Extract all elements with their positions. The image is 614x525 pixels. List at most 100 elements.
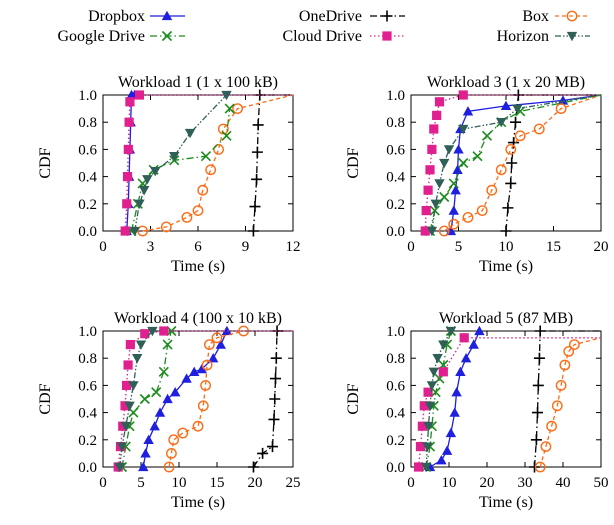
data-point-dropbox [143, 434, 154, 444]
data-point-cloud-drive [427, 144, 437, 154]
y-axis-label: CDF [345, 383, 362, 414]
y-tick-label: 0.0 [386, 224, 405, 240]
chart-title: Workload 1 (1 x 100 kB) [118, 74, 278, 91]
legend-label: Horizon [497, 28, 549, 45]
data-point-horizon [124, 401, 135, 411]
data-point-dropbox [436, 455, 447, 465]
chart-title: Workload 5 (87 MB) [439, 310, 573, 327]
y-tick-label: 1.0 [78, 324, 97, 340]
data-point-cloud-drive [420, 226, 430, 236]
y-tick-label: 0.2 [78, 197, 97, 213]
data-point-box [462, 211, 474, 223]
data-point-dropbox [196, 363, 207, 374]
x-tick-label: 10 [499, 239, 514, 255]
data-point-horizon [432, 354, 443, 364]
x-tick-label: 15 [546, 239, 561, 255]
data-point-onedrive [500, 225, 512, 237]
data-point-cloud-drive [419, 401, 429, 411]
data-point-horizon [426, 381, 438, 391]
y-tick-label: 1.0 [386, 324, 405, 340]
y-tick-label: 0.0 [78, 224, 97, 240]
data-point-onedrive [270, 352, 282, 364]
y-tick-label: 0.4 [78, 406, 97, 422]
legend-label: Box [522, 8, 549, 25]
data-point-horizon [423, 422, 434, 432]
data-point-horizon [445, 326, 457, 337]
data-point-google-drive [200, 151, 211, 162]
series-line-box [539, 337, 602, 468]
data-point-box [213, 143, 224, 155]
data-point-box [192, 420, 204, 432]
data-point-dropbox [451, 387, 462, 397]
x-tick-label: 0 [407, 475, 415, 491]
plot-frame [102, 330, 294, 468]
legend-entry: Cloud Drive [282, 28, 405, 45]
data-point-google-drive [439, 191, 450, 203]
data-point-dropbox [474, 325, 485, 336]
chart-panel: Workload 4 (100 x 10 kB) 0.0 0.2 0.4 0.6 0.8 1… [37, 310, 301, 511]
data-point-dropbox [154, 407, 166, 417]
data-point-horizon [443, 145, 455, 155]
data-point-cloud-drive [121, 380, 132, 390]
data-point-cloud-drive [123, 144, 133, 154]
y-axis-label: CDF [345, 147, 362, 178]
data-point-cloud-drive [122, 172, 133, 182]
chart-panel: Workload 5 (87 MB) 0.0 0.2 0.4 0.6 0.8 1.0 0 10 2… [345, 310, 609, 511]
x-tick-label: 20 [594, 239, 609, 255]
x-tick-label: 0 [99, 239, 107, 255]
legend-label: Dropbox [88, 8, 145, 25]
x-tick-label: 10 [442, 475, 457, 491]
x-tick-label: 50 [594, 475, 609, 491]
data-point-box [181, 211, 193, 223]
data-point-dropbox [149, 421, 160, 431]
y-tick-label: 0.6 [386, 142, 405, 158]
data-point-onedrive [249, 201, 261, 213]
data-point-dropbox [468, 339, 479, 349]
data-point-dropbox [162, 393, 173, 404]
data-point-cloud-drive [140, 329, 150, 339]
data-point-dropbox [460, 353, 472, 363]
data-point-cloud-drive [417, 421, 427, 431]
data-point-box [197, 184, 209, 196]
data-point-box [486, 184, 498, 196]
data-point-dropbox [221, 325, 233, 336]
plot-frame [410, 330, 602, 468]
series-line-cloud-drive [424, 94, 601, 232]
chart-title: Workload 4 (100 x 10 kB) [114, 310, 282, 327]
data-point-dropbox [441, 445, 453, 455]
chart-title: Workload 3 (1 x 20 MB) [427, 74, 585, 91]
data-point-horizon [428, 367, 439, 377]
data-point-cloud-drive [134, 90, 145, 100]
data-point-onedrive [266, 441, 278, 453]
data-point-horizon [138, 186, 150, 196]
data-point-box [192, 205, 204, 217]
series-line-onedrive [252, 94, 293, 232]
x-tick-label: 0 [407, 239, 415, 255]
data-point-onedrive [506, 157, 518, 169]
data-point-box [559, 359, 571, 371]
data-point-dropbox [181, 373, 192, 383]
data-point-cloud-drive [458, 90, 468, 100]
data-point-onedrive [269, 393, 281, 405]
x-tick-label: 6 [194, 239, 202, 255]
data-point-dropbox [215, 339, 226, 349]
data-point-onedrive [532, 407, 544, 419]
series-line-cloud-drive [417, 337, 601, 468]
data-point-onedrive [252, 119, 264, 131]
data-point-box [203, 339, 215, 350]
data-point-horizon [142, 175, 153, 185]
series-group [113, 325, 293, 473]
data-point-google-drive [458, 157, 469, 169]
data-point-horizon [221, 90, 232, 101]
data-point-box [232, 103, 243, 115]
data-point-dropbox [453, 144, 464, 154]
x-tick-label: 3 [147, 239, 155, 255]
data-point-horizon [430, 199, 441, 209]
data-point-google-drive [448, 178, 459, 189]
data-point-dropbox [500, 100, 512, 111]
data-point-box [168, 434, 180, 446]
data-point-dropbox [138, 461, 149, 472]
legend-marker-square [382, 31, 392, 41]
series-line-cloud-drive [124, 94, 293, 232]
